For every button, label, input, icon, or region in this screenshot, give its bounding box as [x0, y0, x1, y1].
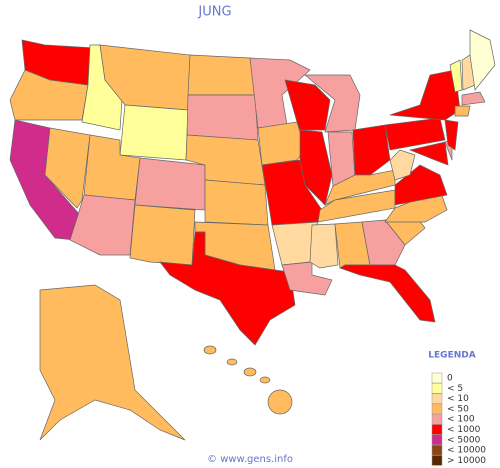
region: [159, 231, 296, 346]
region: [408, 141, 449, 166]
region: [309, 223, 339, 269]
region: [389, 69, 461, 121]
region: [69, 194, 136, 256]
legend-swatch: [431, 424, 443, 435]
legend-swatch: [431, 403, 443, 415]
legend-swatch: [431, 413, 443, 425]
legend-swatch: [431, 372, 443, 384]
region: [267, 389, 293, 415]
legend-swatch: [431, 444, 443, 456]
region: [389, 149, 416, 181]
region: [186, 94, 259, 141]
legend-label: 0: [447, 374, 453, 384]
region: [469, 29, 496, 91]
region: [461, 91, 486, 106]
region: [134, 157, 206, 211]
footer: © www.gens.info: [207, 454, 293, 465]
legend-label: > 10000: [447, 456, 486, 466]
region: [243, 367, 257, 377]
region: [444, 119, 459, 151]
region: [324, 169, 396, 206]
legend-label: < 5: [447, 384, 463, 394]
region: [449, 59, 463, 93]
region: [352, 124, 391, 176]
region: [257, 121, 306, 166]
region: [204, 179, 269, 226]
region: [119, 104, 189, 161]
legend: 0< 5< 10< 50< 100< 1000< 5000< 10000> 10…: [431, 372, 486, 466]
states: [9, 29, 496, 441]
region: [187, 54, 256, 96]
legend-label: < 1000: [447, 425, 481, 435]
legend-label: < 10: [447, 394, 469, 404]
map-title: JUNG: [197, 5, 231, 20]
region: [339, 264, 436, 323]
legend-label: < 50: [447, 404, 469, 414]
legend-swatch: [431, 393, 443, 404]
legend-swatch: [431, 434, 443, 446]
region: [454, 105, 471, 117]
legend-label: < 10000: [447, 446, 486, 456]
region: [361, 219, 406, 266]
region: [284, 79, 331, 131]
legend-title: LEGENDA: [428, 351, 475, 361]
region: [39, 284, 186, 441]
region: [129, 204, 196, 266]
region: [203, 345, 217, 355]
legend-swatch: [431, 455, 443, 466]
region: [259, 376, 271, 384]
region: [226, 358, 238, 366]
legend-label: < 100: [447, 415, 475, 425]
legend-label: < 5000: [447, 435, 481, 445]
legend-swatch: [431, 383, 443, 394]
region: [384, 117, 446, 151]
region: [44, 127, 91, 209]
